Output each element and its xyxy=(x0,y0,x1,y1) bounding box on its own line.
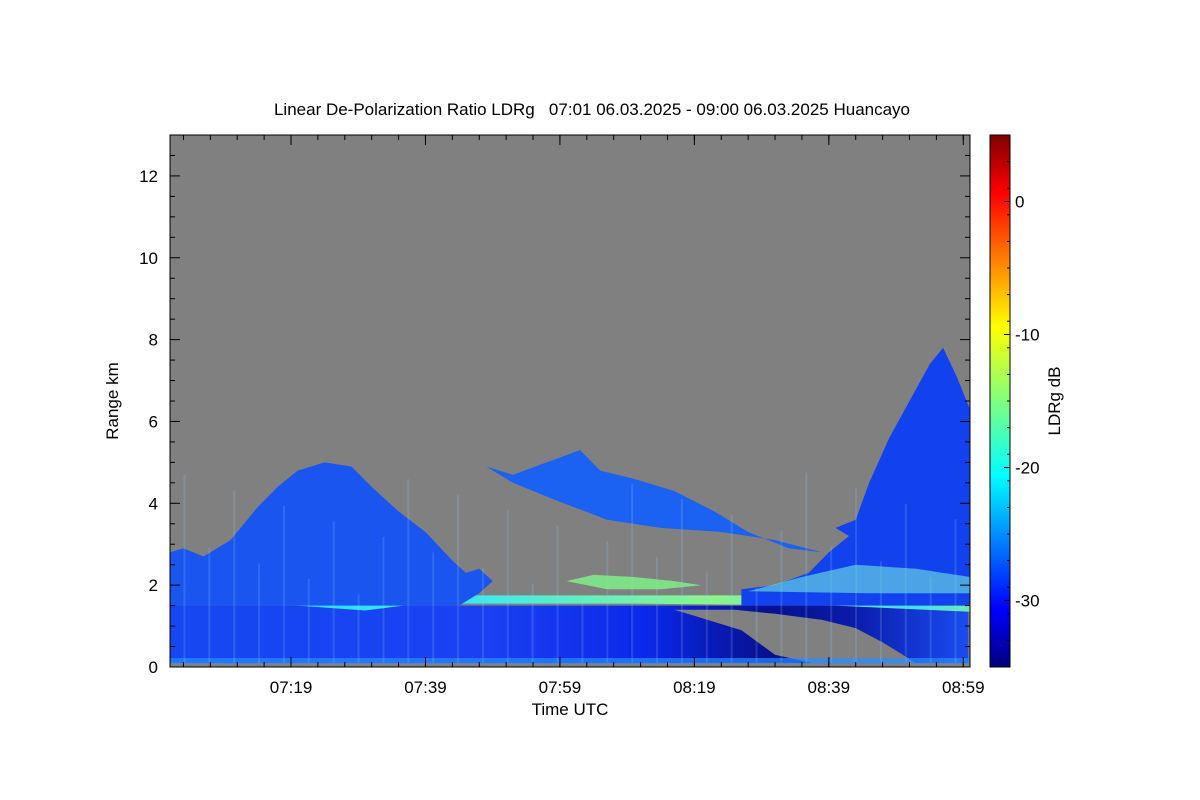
y-tick-label: 10 xyxy=(139,249,158,268)
y-tick-label: 8 xyxy=(149,331,158,350)
near-surface-band xyxy=(170,657,970,664)
no-data-gap xyxy=(674,609,917,664)
y-tick-label: 12 xyxy=(139,167,158,186)
y-tick-label: 2 xyxy=(149,576,158,595)
x-tick-label: 07:59 xyxy=(539,678,582,697)
colorbar-tick-label: 0 xyxy=(1015,193,1024,212)
y-axis-label: Range km xyxy=(103,362,122,439)
y-tick-label: 6 xyxy=(149,412,158,431)
colorbar-label: LDRg dB xyxy=(1045,367,1064,436)
y-tick-label: 0 xyxy=(149,658,158,677)
colorbar-tick-label: -20 xyxy=(1015,459,1040,478)
x-tick-label: 07:19 xyxy=(270,678,313,697)
x-tick-label: 07:39 xyxy=(404,678,447,697)
chart-title: Linear De-Polarization Ratio LDRg 07:01 … xyxy=(274,100,910,119)
colorbar-tick-label: -10 xyxy=(1015,326,1040,345)
plot-area xyxy=(170,135,970,667)
colorbar-tick-label: -30 xyxy=(1015,592,1040,611)
feature-mid-level-cloud xyxy=(486,450,823,553)
high-ldr-patch xyxy=(566,574,702,590)
x-axis-label: Time UTC xyxy=(532,700,609,719)
high-ldr-patch xyxy=(748,564,970,594)
x-tick-label: 08:59 xyxy=(942,678,985,697)
feature-late-cloud xyxy=(741,347,970,606)
feature-early-cloud xyxy=(170,462,493,606)
x-tick-label: 08:19 xyxy=(673,678,716,697)
x-tick-label: 08:39 xyxy=(808,678,851,697)
y-tick-label: 4 xyxy=(149,494,158,513)
